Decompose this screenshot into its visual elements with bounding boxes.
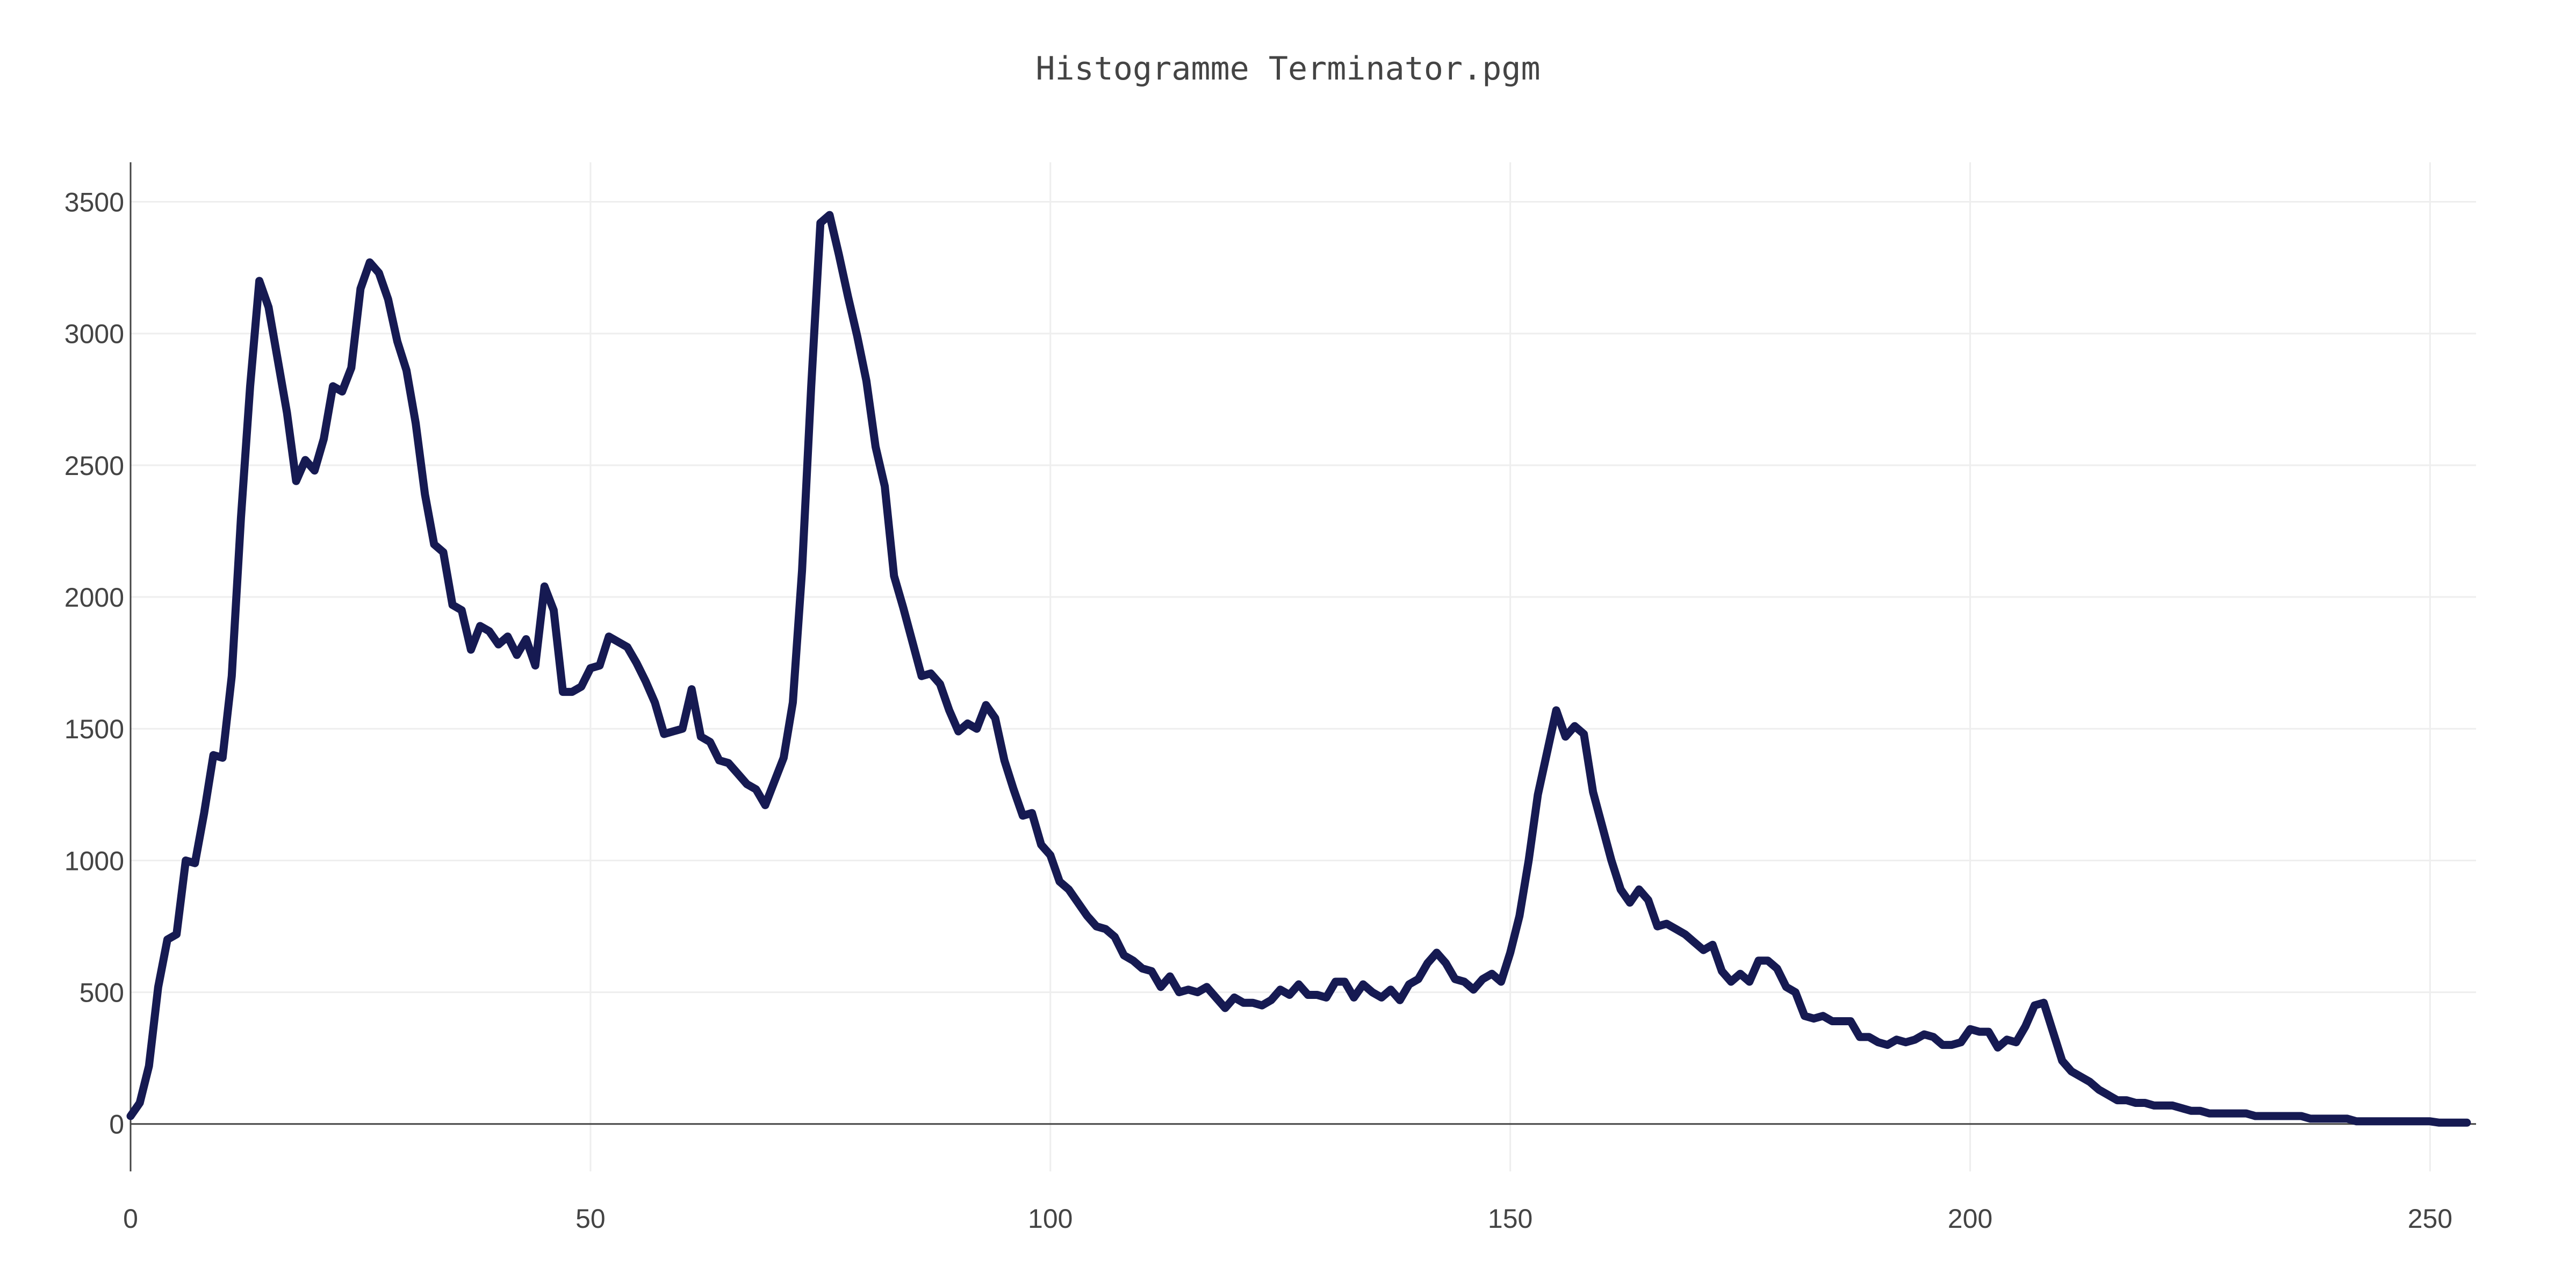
y-tick-label: 1500 [64,714,124,744]
x-tick-label: 200 [1948,1204,1992,1234]
y-tick-labels: 0 500 1000 1500 2000 2500 3000 3500 [64,188,124,1140]
y-tick-label: 2000 [64,582,124,613]
axes [129,162,2476,1171]
chart-title: Histogramme Terminator.pgm [1035,50,1540,88]
x-tick-label: 0 [123,1204,138,1234]
y-tick-label: 0 [109,1110,124,1140]
x-tick-labels: 0 50 100 150 200 250 [123,1204,2452,1234]
x-tick-label: 150 [1488,1204,1532,1234]
x-tick-label: 100 [1028,1204,1073,1234]
x-tick-label: 50 [575,1204,606,1234]
y-tick-label: 2500 [64,451,124,481]
x-tick-label: 250 [2408,1204,2452,1234]
y-tick-label: 1000 [64,846,124,876]
gridlines [131,162,2476,1171]
y-tick-label: 500 [80,978,124,1008]
y-tick-label: 3000 [64,319,124,349]
series-layer [126,211,2471,1127]
y-tick-label: 3500 [64,188,124,218]
series-line-0 [126,211,2471,1127]
